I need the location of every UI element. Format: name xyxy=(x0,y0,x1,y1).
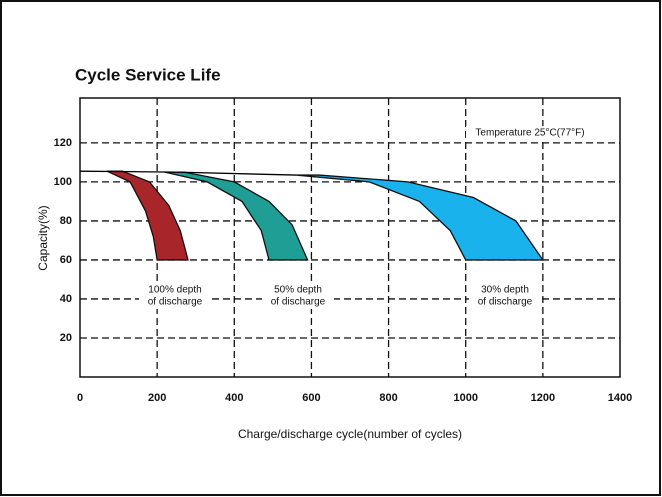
chart-title: Cycle Service Life xyxy=(75,65,221,84)
annotation: Temperature 25°C(77°F) xyxy=(475,128,584,139)
y-tick-label: 60 xyxy=(60,254,72,266)
x-tick-label: 1400 xyxy=(608,392,632,404)
x-tick-label: 1200 xyxy=(531,392,555,404)
capacity-band xyxy=(106,170,189,261)
x-tick-label: 400 xyxy=(225,392,243,404)
x-axis-label: Charge/discharge cycle(number of cycles) xyxy=(238,427,462,441)
annotation-bg xyxy=(139,283,211,309)
capacity-line xyxy=(79,170,297,176)
y-tick-label: 80 xyxy=(60,215,72,227)
annotation: 100% depth xyxy=(148,285,201,296)
annotation-bg xyxy=(469,283,541,309)
y-tick-label: 20 xyxy=(60,332,72,344)
annotation-bg xyxy=(262,283,334,309)
plot-frame xyxy=(79,97,621,378)
y-axis-label: Capacity(%) xyxy=(36,205,50,270)
y-tick-label: 40 xyxy=(60,293,72,305)
x-tick-label: 200 xyxy=(148,392,166,404)
x-tick-label: 1000 xyxy=(453,392,477,404)
x-tick-label: 600 xyxy=(302,392,320,404)
annotation: of discharge xyxy=(271,297,326,308)
annotation: of discharge xyxy=(148,297,203,308)
capacity-band xyxy=(295,174,545,261)
annotation: of discharge xyxy=(478,297,533,308)
y-tick-label: 100 xyxy=(54,176,72,188)
annotation: 30% depth xyxy=(481,285,529,296)
y-tick-label: 120 xyxy=(54,137,72,149)
x-tick-label: 0 xyxy=(77,392,83,404)
annotation-bg xyxy=(466,126,594,140)
capacity-band xyxy=(164,171,309,261)
x-tick-label: 800 xyxy=(379,392,397,404)
annotation: 50% depth xyxy=(274,285,322,296)
